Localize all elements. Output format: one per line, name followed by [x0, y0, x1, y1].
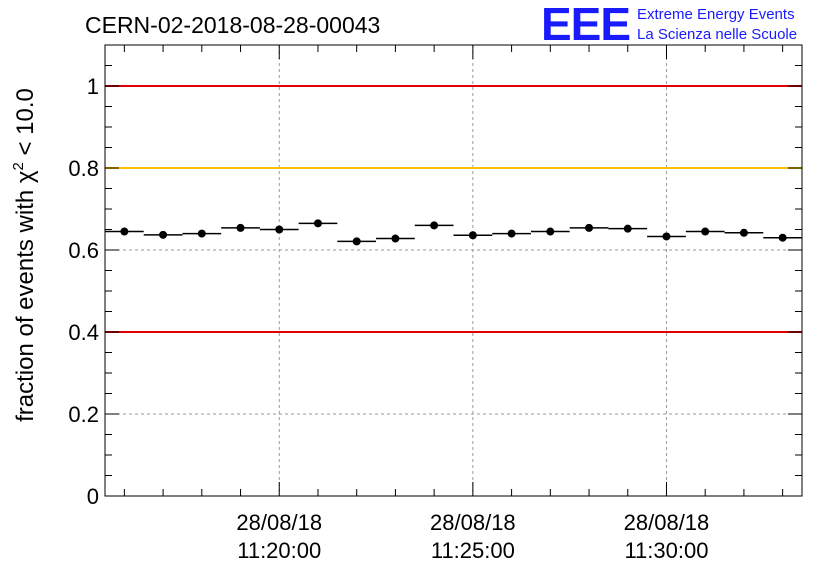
- x-tick-label-date-2: 28/08/18: [624, 510, 710, 535]
- y-tick-label-5: 1: [87, 74, 99, 99]
- data-point-14: [662, 232, 671, 241]
- data-point-4: [275, 225, 284, 234]
- y-tick-label-1: 0.2: [68, 402, 99, 427]
- x-tick-label-time-0: 11:20:00: [237, 538, 321, 563]
- chart-title: CERN-02-2018-08-28-00043: [85, 12, 380, 38]
- x-tick-label-date-1: 28/08/18: [430, 510, 516, 535]
- y-axis-label: fraction of events with χ2 < 10.0: [10, 88, 39, 422]
- y-tick-label-0: 0: [87, 484, 99, 509]
- data-point-6: [352, 237, 361, 246]
- y-tick-label-2: 0.4: [68, 320, 99, 345]
- data-point-5: [313, 219, 322, 228]
- data-point-7: [391, 234, 400, 243]
- data-point-15: [701, 227, 710, 236]
- eee-logo-line1: Extreme Energy Events: [637, 6, 795, 23]
- eee-logo-line2: La Scienza nelle Scuole: [637, 26, 797, 43]
- y-tick-label-4: 0.8: [68, 156, 99, 181]
- reference-lines: [105, 85, 802, 333]
- data-point-11: [546, 227, 555, 236]
- data-series: [105, 219, 802, 246]
- y-tick-label-3: 0.6: [68, 238, 99, 263]
- data-point-1: [159, 230, 168, 239]
- data-point-13: [623, 224, 632, 233]
- tick-labels: 0 0.2 0.4 0.6 0.8 1 28/08/18 11:20:00 28/08/18 11…: [68, 74, 709, 563]
- data-point-9: [468, 231, 477, 240]
- data-point-12: [585, 223, 594, 232]
- x-tick-label-time-2: 11:30:00: [624, 538, 708, 563]
- data-point-10: [507, 229, 516, 238]
- data-point-8: [430, 221, 439, 230]
- eee-logo: EEE Extreme Energy Events La Scienza nel…: [541, 0, 797, 50]
- data-point-3: [236, 223, 245, 232]
- axes: [104, 44, 803, 497]
- data-point-0: [120, 227, 129, 236]
- data-point-2: [197, 229, 206, 238]
- x-tick-label-time-1: 11:25:00: [431, 538, 515, 563]
- data-point-17: [778, 233, 787, 242]
- data-point-16: [739, 228, 748, 237]
- x-tick-label-date-0: 28/08/18: [236, 510, 322, 535]
- eee-logo-mark: EEE: [541, 0, 630, 50]
